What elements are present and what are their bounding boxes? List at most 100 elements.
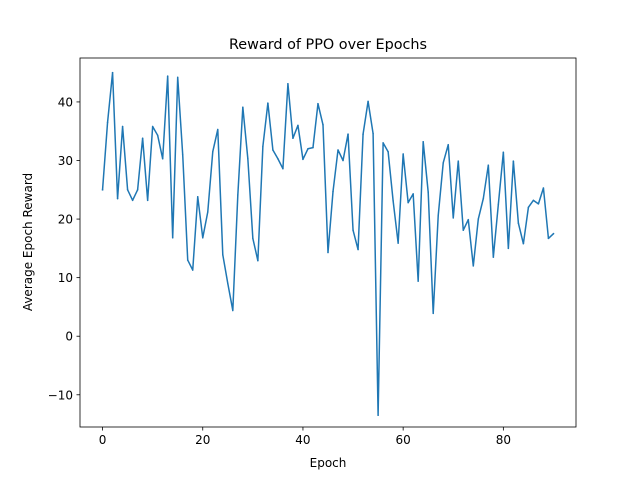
data-point [287,83,289,85]
data-point [227,282,229,285]
data-point [547,237,550,240]
data-point [442,162,444,164]
data-point [141,137,144,139]
data-point [522,242,525,245]
data-point [352,229,354,231]
data-point [412,193,414,195]
data-point [237,194,239,196]
data-point [176,76,179,79]
data-point [282,167,284,170]
data-point [212,150,214,153]
data-point [422,141,424,143]
data-point [202,237,204,239]
data-point [242,106,244,108]
data-point [362,133,364,135]
data-point [517,222,520,224]
data-point [312,146,314,149]
data-point [322,124,324,126]
data-point [357,248,359,251]
data-point [367,100,369,103]
data-point [171,237,174,239]
data-point [467,218,470,221]
data-point [267,102,269,104]
data-point [417,280,419,282]
data-point [106,121,109,124]
data-point [277,157,279,160]
data-point [492,256,495,258]
data-point [472,265,475,267]
data-point [527,206,530,209]
data-point [126,189,129,191]
data-point [317,102,319,105]
data-point [257,259,259,262]
data-point [252,237,254,240]
data-point [502,151,505,154]
y-tick-label: 20 [58,213,73,227]
y-tick-label: 0 [65,330,73,344]
data-point [121,125,124,128]
data-point [372,132,374,135]
data-point [347,133,349,135]
plot-area [101,71,555,417]
data-point [532,199,535,202]
data-point [191,269,194,271]
plot-frame [79,57,577,428]
data-point [297,124,299,127]
data-point [477,218,480,220]
data-point [507,247,510,250]
data-point [452,217,454,219]
data-point [437,214,439,217]
data-point [457,160,460,162]
data-point [427,191,429,193]
data-point [482,197,485,200]
data-point [247,157,249,160]
data-point [292,137,294,139]
data-point [131,199,134,202]
data-point [161,157,164,160]
y-tick-label: 30 [58,154,73,168]
data-point [397,242,399,244]
data-point [166,75,169,77]
y-axis-label: Average Epoch Reward [21,173,35,311]
data-point [552,232,555,235]
data-point [512,160,515,162]
data-point [327,251,329,254]
data-point [447,143,449,146]
y-axis: −10 0 10 20 30 40 [48,95,80,402]
data-point [302,158,304,161]
chart-title: Reward of PPO over Epochs [229,37,427,53]
x-tick-label: 20 [195,433,210,447]
data-point [196,196,199,198]
data-point [407,201,409,204]
data-point [156,134,159,137]
data-point [487,164,490,166]
data-point [402,153,404,155]
x-tick-label: 0 [99,433,107,447]
data-point [272,149,274,151]
data-point [222,254,224,256]
data-point [332,190,334,193]
data-point [542,187,545,189]
data-point [462,229,465,231]
data-point [342,159,344,162]
data-point [377,414,379,417]
y-tick-label: −10 [48,388,73,402]
x-axis-label: Epoch [310,456,347,470]
data-point [151,125,154,128]
data-point [337,149,339,151]
y-tick-label: 10 [58,271,73,285]
data-point [307,148,309,150]
data-point [537,203,540,205]
data-point [392,200,394,202]
data-point [111,71,114,74]
data-point [382,142,384,144]
y-tick-label: 40 [58,95,73,109]
x-tick-label: 60 [396,433,411,447]
x-tick-label: 40 [295,433,310,447]
data-point [146,199,149,202]
x-tick-label: 80 [496,433,511,447]
data-point [136,189,139,191]
data-point [116,197,119,200]
